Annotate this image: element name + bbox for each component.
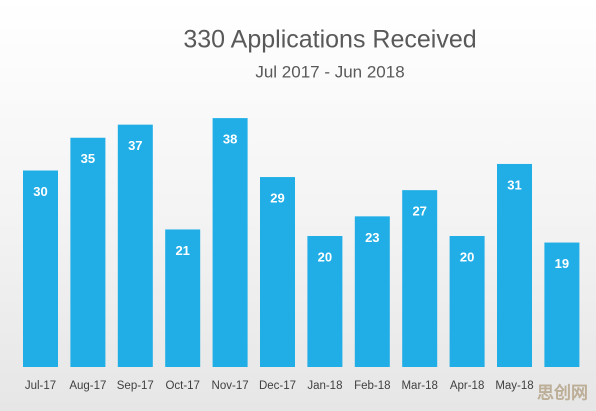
bar (354, 216, 390, 367)
bar (307, 236, 343, 367)
x-tick-label: Nov-17 (212, 380, 249, 392)
bar (70, 137, 106, 367)
value-label: 19 (555, 256, 569, 271)
chart-subtitle: Jul 2017 - Jun 2018 (255, 62, 404, 81)
bar (165, 229, 201, 367)
x-tick-label: Oct-17 (165, 380, 200, 392)
bar (402, 190, 438, 367)
value-label: 20 (460, 249, 474, 264)
x-tick-label: Mar-18 (401, 380, 437, 392)
value-label: 30 (33, 184, 47, 199)
x-tick-label: Sep-17 (117, 380, 154, 392)
value-label: 29 (270, 190, 284, 205)
value-label: 23 (365, 230, 379, 245)
value-label: 27 (412, 204, 426, 219)
chart-title: 330 Applications Received (183, 26, 476, 54)
x-tick-label: Feb-18 (354, 380, 390, 392)
value-label: 35 (81, 151, 95, 166)
bar (212, 118, 248, 367)
x-tick-label: May-18 (495, 380, 533, 392)
value-label: 31 (507, 177, 521, 192)
bar (449, 236, 485, 367)
x-tick-label: Jan-18 (307, 380, 342, 392)
bar (260, 177, 295, 367)
x-tick-label: Apr-18 (450, 380, 485, 392)
bar (23, 170, 58, 367)
bar (544, 242, 580, 367)
watermark: 思创网 (537, 382, 588, 402)
x-tick-label: Jul-17 (25, 380, 56, 392)
x-tick-label: Dec-17 (259, 380, 296, 392)
x-tick-label: Aug-17 (69, 380, 106, 392)
bar (117, 124, 153, 368)
bar (497, 163, 532, 367)
value-label: 38 (223, 132, 237, 147)
value-label: 20 (318, 249, 332, 264)
value-label: 37 (128, 138, 142, 153)
value-label: 21 (175, 243, 189, 258)
